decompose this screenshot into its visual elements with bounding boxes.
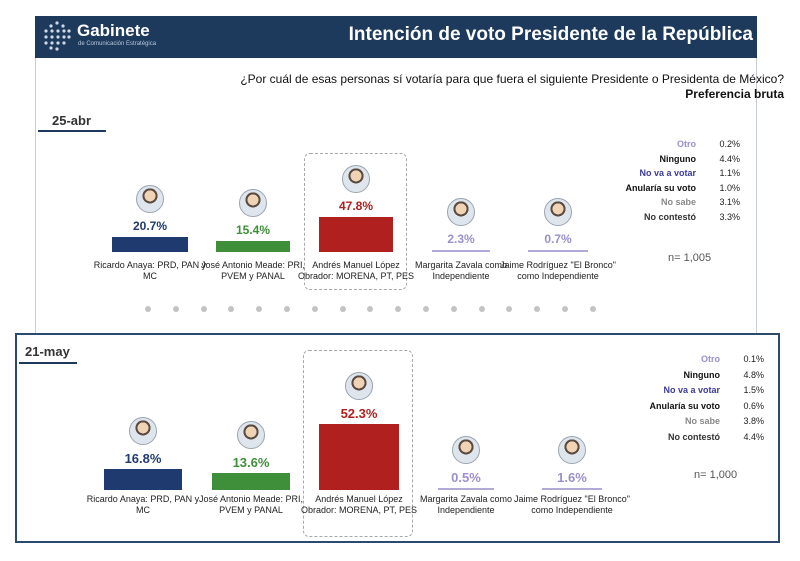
other-option-label: Anularía su voto	[625, 182, 696, 193]
separator-dot	[562, 306, 568, 312]
candidate-label-bronco: Jaime Rodríguez "El Bronco" como Indepen…	[514, 494, 630, 515]
brand-subtitle: de Comunicación Estratégica	[78, 41, 157, 47]
bar-anaya	[104, 468, 182, 490]
panel-date-rule	[19, 362, 77, 364]
separator-dot	[534, 306, 541, 312]
other-option-value: 3.8%	[743, 416, 764, 427]
bar-amlo	[319, 424, 399, 490]
candidate-photo-bronco	[558, 435, 586, 464]
separator-dot	[311, 306, 318, 312]
bar-value-label: 0.5%	[451, 469, 481, 485]
candidate-photo-zavala	[447, 197, 475, 226]
other-option-value: 0.2%	[719, 139, 740, 149]
separator-dot	[478, 306, 485, 312]
candidate-photo-anaya	[129, 416, 157, 445]
candidate-photo-meade	[237, 420, 265, 449]
other-option-value: 0.6%	[743, 400, 764, 411]
bar-bronco	[528, 249, 588, 252]
bar-value-label: 16.8%	[124, 450, 162, 466]
bar-value-label: 15.4%	[235, 222, 271, 237]
other-option-value: 3.3%	[719, 212, 740, 222]
candidate-label-anaya: Ricardo Anaya: PRD, PAN y MC	[86, 494, 200, 515]
separator-dot	[172, 306, 179, 312]
candidate-label-bronco: Jaime Rodríguez "El Bronco" como Indepen…	[500, 260, 616, 281]
separator-dot	[450, 306, 457, 312]
separator-dot	[423, 306, 429, 312]
panel-date-label: 21-may	[25, 344, 70, 359]
bar-amlo	[319, 216, 393, 252]
other-option-label: Ninguno	[659, 153, 697, 164]
header-bar: Gabinete de Comunicación Estratégica Int…	[35, 16, 757, 58]
candidate-label-meade: José Antonio Meade: PRI, PVEM y PANAL	[200, 260, 306, 281]
candidate-photo-amlo	[345, 372, 373, 401]
other-option-label: Otro	[701, 354, 720, 364]
bar-zavala	[438, 487, 494, 490]
leader-highlight-box	[303, 350, 413, 537]
bar-value-label: 20.7%	[132, 218, 168, 233]
separator-dot	[145, 306, 151, 312]
candidate-photo-zavala	[452, 435, 480, 464]
candidate-label-anaya: Ricardo Anaya: PRD, PAN y MC	[93, 260, 207, 281]
bar-anaya	[112, 236, 188, 252]
candidate-photo-bronco	[544, 197, 572, 226]
candidate-label-zavala: Margarita Zavala como Independiente	[419, 494, 513, 515]
preference-label: Preferencia bruta	[685, 87, 784, 101]
bar-meade	[212, 472, 290, 490]
bar-value-label: 2.3%	[447, 231, 475, 246]
other-option-value: 0.1%	[743, 354, 764, 364]
candidate-label-zavala: Margarita Zavala como Independiente	[414, 260, 508, 281]
bar-value-label: 47.8%	[338, 198, 374, 213]
survey-question: ¿Por cuál de esas personas sí votaría pa…	[240, 72, 784, 86]
panel-date-label: 25-abr	[52, 113, 92, 128]
separator-dot	[589, 306, 596, 312]
other-option-label: No va a votar	[639, 168, 696, 179]
other-option-value: 1.0%	[719, 182, 740, 193]
bar-value-label: 13.6%	[232, 454, 270, 470]
candidate-photo-anaya	[136, 184, 164, 213]
separator-dot	[284, 306, 290, 312]
gabinete-logo-icon	[44, 21, 71, 51]
other-option-label: No sabe	[660, 197, 696, 208]
candidate-label-amlo: Andrés Manuel López Obrador: MORENA, PT,…	[297, 260, 415, 281]
other-option-label: No contestó	[643, 212, 696, 222]
panel-april-frame	[35, 58, 757, 335]
other-option-value: 4.8%	[743, 369, 764, 380]
sample-size-label: n= 1,005	[668, 252, 712, 264]
other-option-label: Ninguno	[683, 369, 721, 380]
sample-size-label: n= 1,000	[694, 469, 738, 481]
other-option-value: 1.1%	[719, 168, 740, 179]
candidate-photo-amlo	[342, 164, 370, 193]
separator-dot	[256, 306, 263, 312]
candidate-label-meade: José Antonio Meade: PRI, PVEM y PANAL	[198, 494, 304, 515]
panel-date-rule	[38, 130, 106, 132]
bar-value-label: 0.7%	[544, 231, 572, 246]
separator-dot	[200, 306, 207, 312]
separator-dot	[395, 306, 402, 312]
separator-dot	[228, 306, 235, 312]
other-option-value: 1.5%	[743, 385, 764, 396]
other-option-label: No contestó	[667, 432, 720, 442]
other-option-label: Otro	[677, 139, 696, 149]
brand-name: Gabinete	[77, 21, 150, 40]
page-title: Intención de voto Presidente de la Repúb…	[348, 24, 753, 45]
other-option-label: No sabe	[684, 416, 720, 427]
separator-dot	[339, 306, 346, 312]
other-option-label: Anularía su voto	[649, 400, 720, 411]
candidate-label-amlo: Andrés Manuel López Obrador: MORENA, PT,…	[300, 494, 418, 515]
bar-zavala	[432, 249, 490, 252]
bar-meade	[216, 240, 290, 252]
other-option-value: 3.1%	[719, 197, 740, 208]
other-option-value: 4.4%	[719, 153, 740, 164]
separator-dot	[506, 306, 513, 312]
other-option-label: No va a votar	[663, 385, 720, 396]
bar-value-label: 1.6%	[557, 469, 587, 485]
bar-bronco	[542, 487, 602, 490]
other-option-value: 4.4%	[743, 432, 764, 442]
leader-highlight-box	[304, 153, 407, 290]
candidate-photo-meade	[239, 188, 267, 217]
bar-value-label: 52.3%	[340, 406, 378, 422]
separator-dot	[367, 306, 374, 312]
